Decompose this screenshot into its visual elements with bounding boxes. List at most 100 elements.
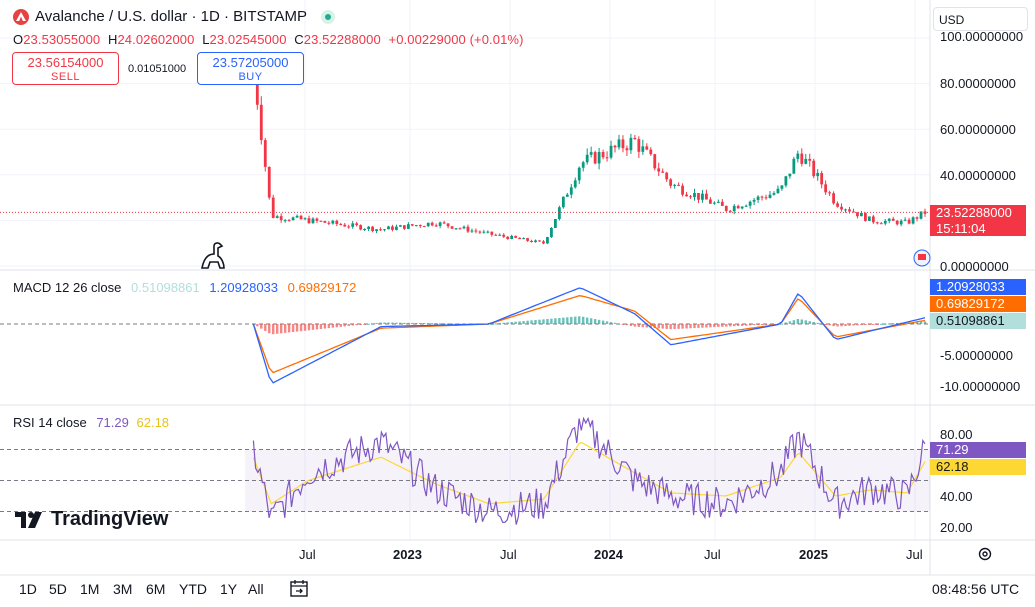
candle-body bbox=[788, 173, 792, 177]
macd-hist-bar bbox=[578, 316, 581, 324]
candle-body bbox=[291, 217, 295, 221]
macd-hist-bar bbox=[331, 324, 335, 328]
macd-hist-bar bbox=[919, 321, 923, 324]
candle-body bbox=[919, 211, 923, 219]
candle-body bbox=[697, 193, 700, 200]
macd-hist-bar bbox=[860, 324, 863, 326]
candle-body bbox=[673, 184, 677, 186]
candle-body bbox=[867, 216, 871, 221]
macd-hist-bar bbox=[681, 324, 684, 329]
macd-hist-bar bbox=[570, 316, 573, 324]
macd-hist-bar bbox=[872, 324, 875, 325]
goto-date-calendar-icon[interactable] bbox=[289, 578, 309, 603]
macd-hist-bar bbox=[534, 320, 537, 324]
macd-hist-bar bbox=[848, 324, 851, 326]
macd-hist-bar bbox=[589, 318, 593, 324]
range-1d[interactable]: 1D bbox=[19, 581, 37, 597]
rsi-plot bbox=[252, 416, 926, 525]
candle-body bbox=[470, 230, 474, 232]
macd-hist-bar bbox=[355, 324, 358, 326]
candle-body bbox=[617, 139, 621, 148]
macd-hist-bar bbox=[275, 324, 279, 334]
range-1y[interactable]: 1Y bbox=[220, 581, 238, 597]
macd-hist-bar bbox=[665, 324, 668, 329]
macd-title: MACD 12 26 close bbox=[13, 280, 122, 295]
symbol-header[interactable]: Avalanche / U.S. dollar · 1D · BITSTAMP bbox=[13, 8, 336, 25]
rsi-ma-tag: 62.18 bbox=[930, 459, 1026, 475]
range-ytd[interactable]: YTD bbox=[179, 581, 207, 597]
macd-hist-bar bbox=[705, 324, 708, 328]
macd-hist-bar bbox=[319, 324, 323, 329]
candle-body bbox=[661, 171, 665, 173]
rsi-line bbox=[252, 416, 926, 525]
close-value: 23.52288000 bbox=[303, 32, 381, 47]
macd-hist-bar bbox=[423, 323, 426, 325]
macd-hist-bar bbox=[689, 324, 692, 329]
market-open-icon[interactable] bbox=[321, 9, 336, 24]
candle-body bbox=[359, 225, 363, 230]
macd-hist-bar bbox=[605, 321, 609, 324]
macd-hist-bar bbox=[323, 324, 327, 329]
spread-value: 0.01051000 bbox=[128, 63, 187, 75]
macd-hist-bar bbox=[291, 324, 295, 333]
currency-select[interactable]: USD bbox=[933, 7, 1028, 31]
candle-body bbox=[649, 149, 653, 155]
macd-hist-bar bbox=[383, 322, 386, 324]
candle-body bbox=[871, 216, 875, 223]
rsi-legend[interactable]: RSI 14 close 71.29 62.18 bbox=[13, 415, 169, 430]
candle-body bbox=[903, 219, 907, 221]
macd-hist-bar bbox=[725, 324, 728, 327]
candle-body bbox=[522, 238, 526, 240]
candle-body bbox=[490, 231, 494, 235]
candle-body bbox=[557, 207, 561, 220]
candle-body bbox=[589, 152, 593, 155]
range-1m[interactable]: 1M bbox=[80, 581, 100, 597]
candle-body bbox=[267, 166, 271, 198]
macd-hist-bar bbox=[697, 324, 700, 328]
candle-body bbox=[816, 172, 820, 177]
macd-legend[interactable]: MACD 12 26 close 0.51098861 1.20928033 0… bbox=[13, 280, 356, 295]
sell-button[interactable]: 23.56154000 SELL bbox=[12, 52, 119, 85]
settings-gear-icon[interactable] bbox=[977, 546, 993, 567]
candle-body bbox=[351, 223, 355, 227]
candle-body bbox=[895, 220, 899, 225]
buy-button[interactable]: 23.57205000 BUY bbox=[197, 52, 304, 85]
candle-body bbox=[482, 231, 486, 233]
range-6m[interactable]: 6M bbox=[146, 581, 166, 597]
candle-body bbox=[506, 236, 510, 240]
candle-body bbox=[824, 184, 828, 193]
macd-hist-bar bbox=[562, 317, 565, 324]
macd-hist-bar bbox=[566, 317, 569, 324]
price-axis-label: 100.00000000 bbox=[940, 29, 1024, 44]
utc-clock[interactable]: 08:48:56 UTC bbox=[932, 581, 1020, 597]
candle-body bbox=[315, 218, 319, 221]
macd-hist-bar bbox=[820, 323, 823, 325]
candle-body bbox=[283, 220, 287, 222]
macd-hist-bar bbox=[637, 324, 641, 327]
candle-body bbox=[609, 145, 613, 158]
candle-body bbox=[343, 224, 347, 227]
macd-hist-bar bbox=[880, 323, 883, 325]
range-3m[interactable]: 3M bbox=[113, 581, 133, 597]
candle-body bbox=[804, 158, 808, 164]
time-axis-label: Jul bbox=[500, 547, 517, 562]
candle-body bbox=[319, 220, 323, 222]
macd-hist-bar bbox=[653, 324, 656, 329]
candle-body bbox=[836, 203, 839, 207]
macd-hist-bar bbox=[375, 322, 378, 324]
candle-body bbox=[410, 224, 414, 226]
tradingview-logo[interactable]: TradingView bbox=[15, 508, 168, 531]
range-all[interactable]: All bbox=[248, 581, 264, 597]
candle-body bbox=[780, 185, 784, 189]
macd-hist-bar bbox=[264, 324, 267, 331]
macd-hist-bar bbox=[558, 317, 561, 324]
range-5d[interactable]: 5D bbox=[49, 581, 67, 597]
candle-body bbox=[546, 237, 549, 244]
candle-body bbox=[323, 221, 327, 223]
candle-body bbox=[597, 152, 601, 164]
candle-body bbox=[561, 196, 565, 208]
macd-hist-bar bbox=[788, 321, 792, 324]
candle-body bbox=[752, 199, 756, 202]
candle-body bbox=[494, 234, 498, 236]
